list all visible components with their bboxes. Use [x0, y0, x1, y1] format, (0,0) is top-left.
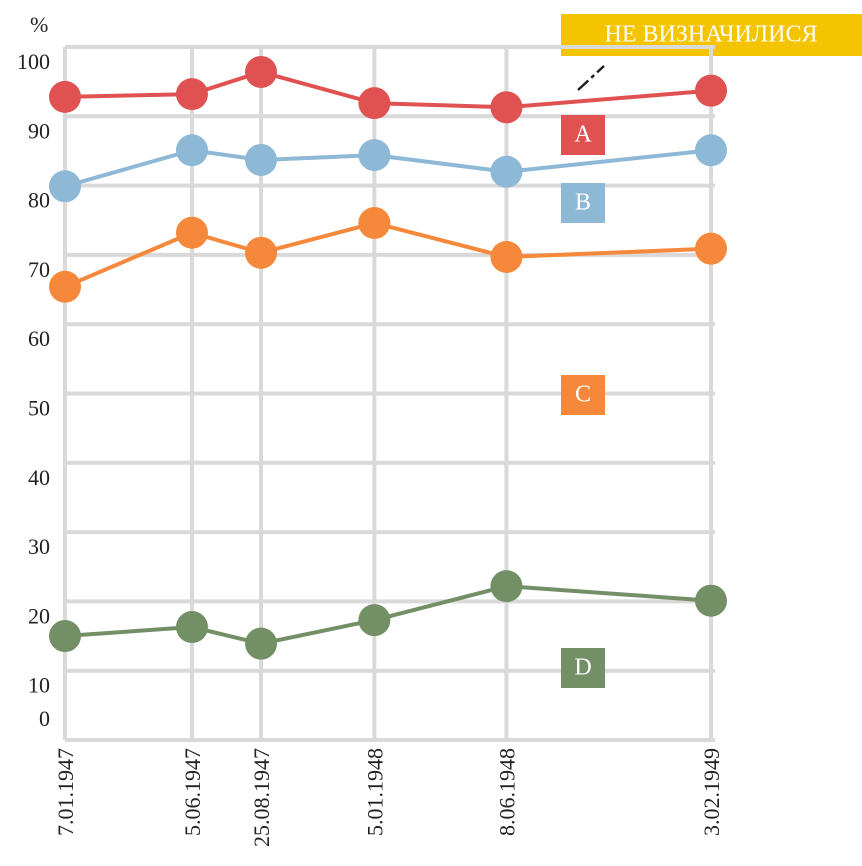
annotation-line	[577, 65, 605, 91]
annotation: НЕ ВИЗНАЧИЛИСЯ	[605, 22, 818, 48]
y-tick-label: 60	[28, 326, 50, 351]
series-label-box	[561, 375, 605, 415]
point	[490, 155, 523, 188]
series-label: C	[575, 382, 591, 408]
point	[358, 604, 391, 637]
point	[358, 139, 391, 172]
series-line	[64, 148, 712, 189]
grid	[63, 45, 715, 742]
point	[175, 134, 208, 167]
point	[490, 570, 523, 603]
series-label-box	[561, 115, 605, 155]
point	[245, 236, 278, 269]
point	[49, 170, 81, 203]
x-tick-label: 5.06.1947	[180, 748, 205, 836]
series-label: B	[575, 190, 591, 216]
series-line	[64, 220, 712, 289]
y-tick-label: 20	[28, 603, 50, 628]
y-axis-label: %	[30, 12, 48, 37]
point	[175, 611, 208, 644]
point	[358, 207, 391, 240]
y-tick-label: 40	[28, 465, 50, 490]
x-tick-label: 3.02.1949	[699, 748, 724, 836]
x-tick-label: 8.06.1948	[494, 748, 519, 836]
x-tick-label: 25.08.1947	[249, 748, 274, 847]
series-label: D	[574, 655, 591, 681]
series-label-box	[561, 648, 605, 688]
point	[49, 620, 81, 653]
series-line	[64, 584, 712, 646]
point	[175, 216, 208, 249]
series-label: A	[574, 122, 592, 148]
point	[695, 232, 727, 265]
point	[175, 78, 208, 111]
y-tick-label: 30	[28, 534, 50, 559]
point	[245, 55, 278, 88]
series-line	[64, 69, 712, 110]
point	[695, 584, 727, 617]
y-tick-label: 90	[28, 118, 50, 143]
series-label-box	[561, 183, 605, 223]
x-tick-label: 7.01.1947	[53, 748, 78, 836]
y-tick-label: 10	[28, 673, 50, 698]
point	[358, 87, 391, 120]
y-tick-label: 100	[17, 49, 50, 74]
point	[490, 91, 523, 124]
y-tick-label: 0	[39, 706, 50, 731]
point	[245, 627, 278, 660]
x-tick-label: 5.01.1948	[362, 748, 387, 836]
point	[49, 270, 81, 303]
point	[490, 240, 523, 273]
y-tick-label: 70	[28, 257, 50, 282]
point	[245, 143, 278, 176]
y-tick-label: 80	[28, 188, 50, 213]
point	[49, 80, 81, 113]
point	[695, 134, 727, 167]
y-tick-label: 50	[28, 396, 50, 421]
point	[695, 74, 727, 107]
